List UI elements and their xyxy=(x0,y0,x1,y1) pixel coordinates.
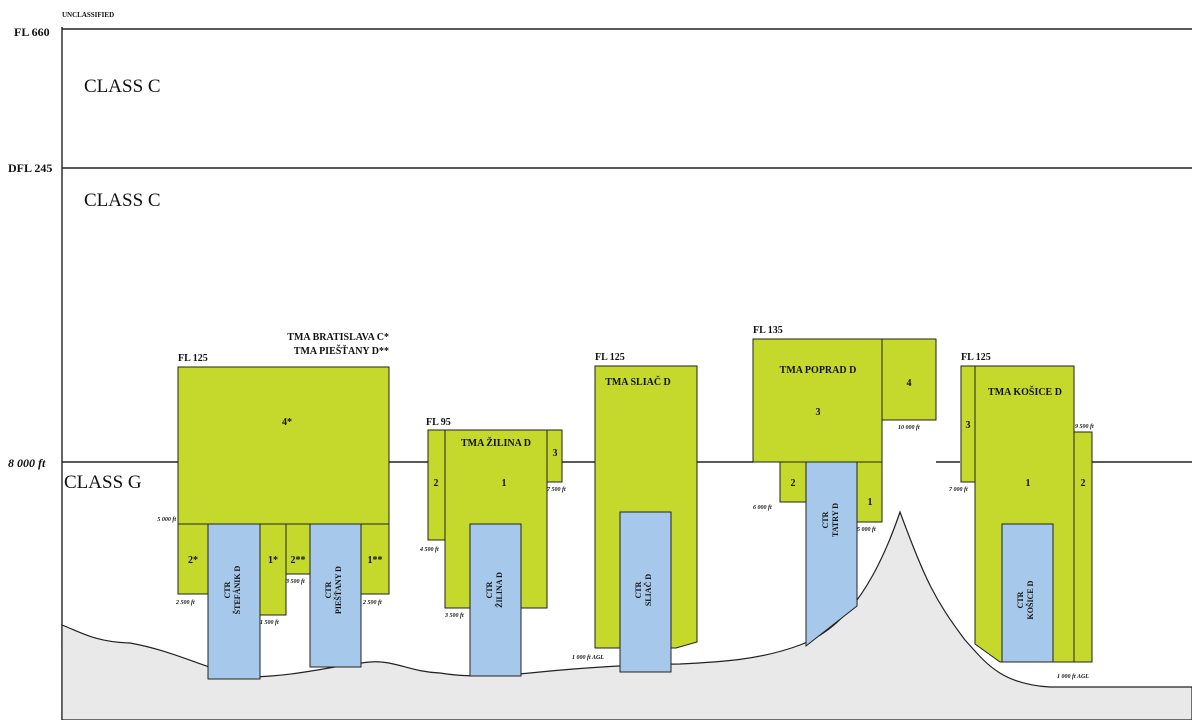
ctr-stefanik-label-b: ŠTEFÁNIK D xyxy=(232,565,242,614)
ctr-stefanik xyxy=(207,523,261,680)
tma-poprad-title: TMA POPRAD D xyxy=(780,365,857,376)
tma-sliac-title: TMA SLIAČ D xyxy=(605,375,671,388)
ctr-tatry-label-a: CTR xyxy=(821,511,830,528)
tma-zilina-top: FL 95 xyxy=(426,417,451,428)
poprad-sector-3-label: 3 xyxy=(816,407,821,418)
alt-2500a-label: 2 500 ft xyxy=(175,600,195,606)
zilina-alt-7500: 7 500 ft xyxy=(547,487,566,493)
dfl245-label: DFL 245 xyxy=(8,161,52,175)
sector-4-label: 4* xyxy=(282,417,292,428)
kosice-alt-1000: 1 000 ft AGL xyxy=(1057,674,1089,680)
tma-kosice-title: TMA KOŠICE D xyxy=(988,385,1062,398)
alt-2500b-label: 2 500 ft xyxy=(362,600,382,606)
kosice-sector-2-label: 2 xyxy=(1081,478,1086,489)
tma-poprad-sector-1 xyxy=(856,461,883,523)
alt-5000-label: 5 000 ft xyxy=(157,517,176,523)
tma-piestany-sector-2 xyxy=(285,523,311,575)
ctr-zilina xyxy=(469,523,522,677)
classification-label: UNCLASSIFIED xyxy=(62,11,114,19)
fl660-label: FL 660 xyxy=(14,25,50,39)
alt-1500-label: 1 500 ft xyxy=(260,620,279,626)
zilina-alt-4500: 4 500 ft xyxy=(419,547,439,553)
tma-piestany-sector-1 xyxy=(360,523,390,595)
class-g-label: CLASS G xyxy=(64,472,142,493)
ctr-piestany-label-a: CTR xyxy=(324,581,333,598)
poprad-alt-6000: 6 000 ft xyxy=(753,505,772,511)
tma-piestany-title: TMA PIEŠŤANY D** xyxy=(294,344,389,357)
poprad-alt-10000: 10 000 ft xyxy=(898,425,920,431)
ctr-tatry xyxy=(805,461,858,648)
ctr-piestany-label-b: PIEŠŤANY D xyxy=(333,566,343,614)
alt-3500-label: 3 500 ft xyxy=(285,579,305,585)
tma-sliac-top: FL 125 xyxy=(595,352,625,363)
tma-bratislava-sector-2 xyxy=(177,523,209,595)
ft8000-label: 8 000 ft xyxy=(8,456,46,470)
tma-kosice-sector-2 xyxy=(1073,431,1093,663)
zilina-sector-2-label: 2 xyxy=(434,478,439,489)
poprad-sector-1-label: 1 xyxy=(868,497,873,508)
sector-1b-label: 1** xyxy=(368,555,383,566)
tma-kosice-group: FL 125 TMA KOŠICE D 1 2 3 9 500 ft 7 000… xyxy=(949,352,1094,680)
class-c-middle-label: CLASS C xyxy=(84,190,161,211)
ctr-kosice-label-a: CTR xyxy=(1016,591,1025,608)
ctr-kosice xyxy=(1001,523,1054,663)
ctr-sliac xyxy=(619,511,672,673)
ctr-kosice-label-b: KOŠICE D xyxy=(1025,580,1035,619)
tma-poprad-sector-4 xyxy=(881,338,937,421)
ctr-stefanik-label-a: CTR xyxy=(223,581,232,598)
sliac-alt-1000: 1 000 ft AGL xyxy=(572,655,604,661)
sector-2b-label: 2** xyxy=(291,555,306,566)
tma-kosice-top: FL 125 xyxy=(961,352,991,363)
kosice-sector-3-label: 3 xyxy=(966,420,971,431)
ctr-tatry-label-b: TATRY D xyxy=(831,503,840,537)
tma-poprad-sector-3 xyxy=(752,338,883,463)
tma-bratislava-title: TMA BRATISLAVA C* xyxy=(287,332,389,343)
poprad-sector-4-label: 4 xyxy=(907,378,912,389)
tma-sliac-group: FL 125 TMA SLIAČ D 1 000 ft AGL CTR SLIA… xyxy=(572,352,698,673)
poprad-sector-2-label: 2 xyxy=(791,478,796,489)
ctr-piestany xyxy=(309,523,362,668)
poprad-alt-5000: 5 000 ft xyxy=(857,527,876,533)
ctr-zilina-label-b: ŽILINA D xyxy=(494,572,504,608)
zilina-sector-1-label: 1 xyxy=(502,478,507,489)
kosice-alt-9500: 9 500 ft xyxy=(1075,424,1094,430)
tma-zilina-title: TMA ŽILINA D xyxy=(461,437,531,449)
sector-1-label: 1* xyxy=(268,555,278,566)
ctr-sliac-label-a: CTR xyxy=(634,581,643,598)
tma-poprad-sector-2 xyxy=(779,461,807,503)
ctr-zilina-label-a: CTR xyxy=(485,581,494,598)
tma-poprad-top: FL 135 xyxy=(753,325,783,336)
tma-bratislava-sector-1 xyxy=(259,523,287,616)
tma-bratislava-sector-4 xyxy=(177,366,390,525)
zilina-alt-3500: 3 500 ft xyxy=(444,613,464,619)
tma-bratislava-top: FL 125 xyxy=(178,353,208,364)
ctr-sliac-label-b: SLIAČ D xyxy=(643,574,653,606)
zilina-sector-3-label: 3 xyxy=(553,448,558,459)
kosice-sector-1-label: 1 xyxy=(1026,478,1031,489)
tma-bratislava-group: TMA BRATISLAVA C* TMA PIEŠŤANY D** FL 12… xyxy=(157,332,390,680)
tma-zilina-group: FL 95 TMA ŽILINA D 1 2 3 4 500 ft 7 500 … xyxy=(419,417,566,677)
tma-poprad-group: FL 135 TMA POPRAD D 3 4 2 1 10 000 ft 6 … xyxy=(752,325,937,648)
kosice-alt-7000: 7 000 ft xyxy=(949,487,968,493)
tma-zilina-sector-3 xyxy=(546,429,563,483)
class-c-upper-label: CLASS C xyxy=(84,76,161,97)
sector-2-label: 2* xyxy=(188,555,198,566)
